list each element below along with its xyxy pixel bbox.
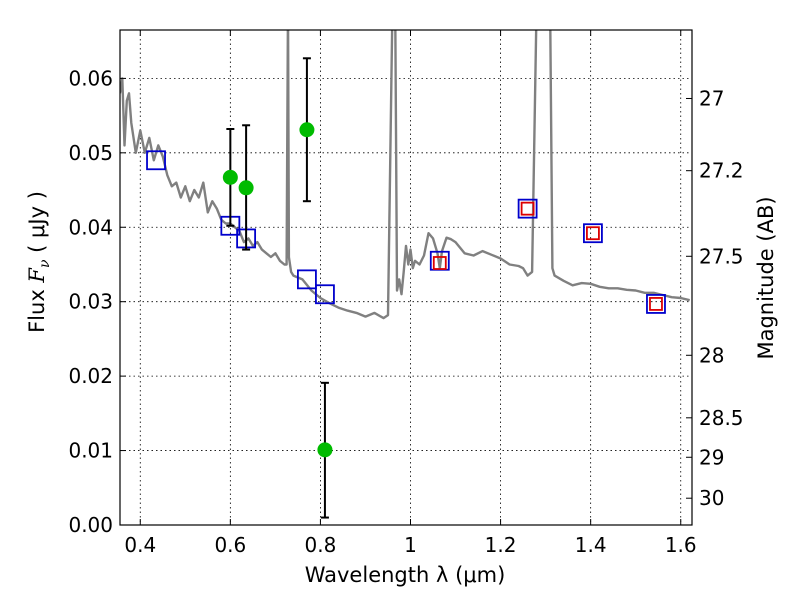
right-axis-tick-label: 28.5	[699, 406, 744, 430]
x-tick-label: 0.6	[214, 533, 246, 557]
tick-labels: 0.4 0.6 0.8 1 1.2 1.4 1.6 0.00 0.01 0.02 0.03 0.04 0…	[68, 66, 743, 557]
observed-optical-point	[299, 122, 315, 138]
grid	[120, 30, 692, 526]
y-tick-label: 0.02	[68, 364, 113, 388]
right-axis-tick-label: 27	[699, 86, 724, 110]
x-tick-label: 1	[404, 533, 417, 557]
y-tick-label: 0.00	[68, 513, 113, 537]
observed-nir-square	[432, 256, 447, 270]
y-axis-right-title: Magnitude (AB)	[754, 196, 778, 359]
x-axis-title: Wavelength λ (μm)	[305, 563, 506, 587]
x-tick-label: 0.4	[124, 533, 156, 557]
observed-optical-point	[238, 180, 254, 196]
model-photometry-square	[315, 284, 335, 305]
model-photometry-square	[146, 150, 166, 171]
observed-nir-square	[586, 226, 600, 241]
model-spectrum-line	[120, 30, 690, 320]
y-tick-label: 0.06	[68, 66, 113, 90]
observed-nir-square	[649, 297, 663, 311]
y-tick-label: 0.01	[68, 439, 113, 463]
x-tick-label: 1.6	[665, 533, 697, 557]
y-axis-left-title: Flux Fν ( μJy )	[25, 191, 53, 333]
observed-optical-point	[222, 169, 238, 185]
observed-nir-square	[520, 201, 535, 216]
y-tick-label: 0.05	[68, 141, 113, 165]
right-axis-tick-label: 30	[699, 486, 724, 510]
model-photometry-square	[583, 223, 603, 244]
right-axis-tick-label: 29	[699, 445, 724, 469]
plot-frame	[119, 29, 693, 526]
model-photometry-square	[517, 198, 538, 219]
ticks	[120, 30, 692, 526]
right-axis-tick-label: 28	[699, 343, 724, 367]
y-tick-label: 0.03	[68, 290, 113, 314]
plot-area	[120, 30, 690, 519]
model-photometry-square	[646, 294, 666, 314]
x-tick-label: 0.8	[305, 533, 337, 557]
model-photometry-square	[297, 269, 317, 290]
right-axis-tick-label: 27.5	[699, 244, 744, 268]
observed-optical-point	[317, 442, 333, 458]
right-axis-tick-label: 27.2	[699, 159, 744, 183]
x-tick-label: 1.2	[485, 533, 517, 557]
y-tick-label: 0.04	[68, 215, 113, 239]
x-tick-label: 1.4	[575, 533, 607, 557]
